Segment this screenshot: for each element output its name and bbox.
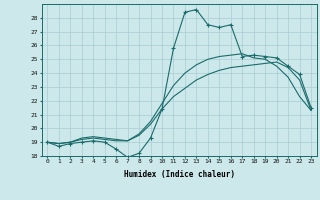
X-axis label: Humidex (Indice chaleur): Humidex (Indice chaleur) [124, 170, 235, 179]
